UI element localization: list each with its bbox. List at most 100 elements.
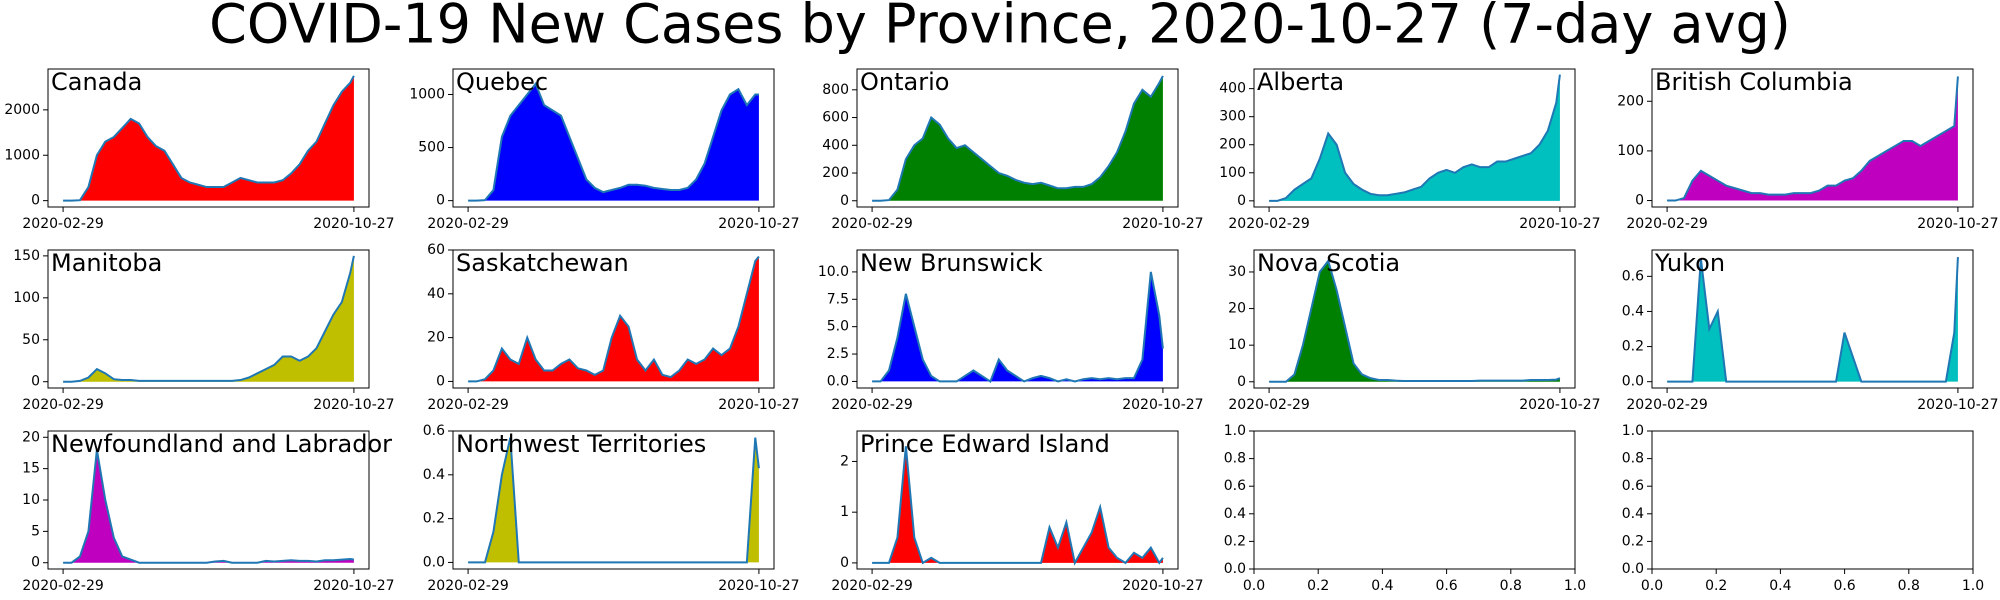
area <box>1269 260 1560 382</box>
x-tick-label: 1.0 <box>1962 578 1984 594</box>
x-tick-label: 0.8 <box>1500 578 1522 594</box>
x-tick-label: 2020-10-27 <box>313 397 394 413</box>
x-tick-label: 0.6 <box>1833 578 1855 594</box>
x-tick-label: 0.0 <box>1641 578 1663 594</box>
y-tick-label: 0 <box>1237 193 1246 209</box>
y-tick-label: 0.0 <box>1622 374 1644 390</box>
axes-frame <box>47 68 370 208</box>
y-tick-label: 500 <box>418 140 445 156</box>
y-tick-label: 7.5 <box>827 291 849 307</box>
y-tick-label: 0.8 <box>1224 451 1246 467</box>
area <box>468 256 759 382</box>
area <box>1269 74 1560 201</box>
line <box>872 446 1164 566</box>
y-tick-label: 0 <box>31 555 40 571</box>
y-tick-label: 200 <box>822 165 849 181</box>
x-tick-label: 0.4 <box>1371 578 1393 594</box>
x-tick-label: 2020-10-27 <box>1122 397 1203 413</box>
y-tick-label: 400 <box>1219 81 1246 97</box>
axes-frame <box>1651 430 1974 570</box>
x-tick-label: 2020-02-29 <box>831 578 912 594</box>
y-tick-label: 0.6 <box>1224 478 1246 494</box>
chart-title: COVID-19 New Cases by Province, 2020-10-… <box>209 0 1791 56</box>
axes-frame <box>452 249 775 389</box>
area <box>63 255 354 382</box>
x-tick-label: 2020-02-29 <box>1626 216 1707 232</box>
x-tick-label: 2020-10-27 <box>313 216 394 232</box>
y-tick-label: 0 <box>436 193 445 209</box>
line <box>1269 258 1561 383</box>
y-tick-label: 400 <box>822 137 849 153</box>
axes-frame <box>1651 68 1974 208</box>
line <box>63 449 355 564</box>
area <box>468 437 759 563</box>
y-tick-label: 0 <box>840 193 849 209</box>
line <box>468 81 759 202</box>
x-tick-label: 0.2 <box>1705 578 1727 594</box>
panel-title: Newfoundland and Labrador <box>51 430 392 458</box>
y-tick-label: 40 <box>427 286 445 302</box>
area <box>1667 76 1958 201</box>
y-tick-label: 1000 <box>409 86 445 102</box>
y-tick-label: 200 <box>1617 93 1644 109</box>
y-tick-label: 0.0 <box>827 373 849 389</box>
x-tick-label: 2020-02-29 <box>1228 397 1309 413</box>
y-tick-label: 2000 <box>4 102 40 118</box>
y-tick-label: 1 <box>840 504 849 520</box>
y-tick-label: 0 <box>31 193 40 209</box>
axes-frame <box>856 249 1179 389</box>
axes-frame <box>856 430 1179 570</box>
y-tick-label: 50 <box>22 332 40 348</box>
y-tick-label: 30 <box>1228 264 1246 280</box>
y-tick-label: 0 <box>1635 193 1644 209</box>
panel-title: Manitoba <box>51 249 162 277</box>
x-tick-label: 2020-10-27 <box>1519 397 1600 413</box>
panel-title: Alberta <box>1257 68 1344 96</box>
y-tick-label: 0 <box>31 374 40 390</box>
y-tick-label: 0.6 <box>1622 478 1644 494</box>
y-tick-label: 10 <box>1228 337 1246 353</box>
axes-frame <box>452 430 775 570</box>
y-tick-label: 0.0 <box>1622 561 1644 577</box>
axes-frame <box>1253 430 1576 570</box>
area <box>63 75 354 201</box>
x-tick-label: 2020-10-27 <box>718 397 799 413</box>
x-tick-label: 2020-02-29 <box>22 216 103 232</box>
axes-frame <box>856 68 1179 208</box>
line <box>1269 74 1561 202</box>
panel-title: Ontario <box>860 68 949 96</box>
panel-title: Yukon <box>1654 249 1725 277</box>
y-tick-label: 10.0 <box>818 264 849 280</box>
x-tick-label: 2020-10-27 <box>718 216 799 232</box>
panel-title: Saskatchewan <box>456 249 629 277</box>
y-tick-label: 5.0 <box>827 319 849 335</box>
area <box>872 75 1163 201</box>
area <box>63 449 354 563</box>
panel-title: Prince Edward Island <box>860 430 1110 458</box>
y-tick-label: 0.2 <box>1622 339 1644 355</box>
y-tick-label: 10 <box>22 492 40 508</box>
line <box>63 75 355 202</box>
panel-title: Nova Scotia <box>1257 249 1400 277</box>
y-tick-label: 100 <box>1219 165 1246 181</box>
y-tick-label: 150 <box>13 248 40 264</box>
y-tick-label: 0.6 <box>1622 268 1644 284</box>
y-tick-label: 100 <box>1617 143 1644 159</box>
axes-frame <box>47 249 370 389</box>
panel-title: British Columbia <box>1655 68 1853 96</box>
x-tick-label: 0.8 <box>1898 578 1920 594</box>
x-tick-label: 2020-10-27 <box>1122 216 1203 232</box>
panel-title: Canada <box>51 68 142 96</box>
y-tick-label: 0.2 <box>1224 533 1246 549</box>
x-tick-label: 0.0 <box>1243 578 1265 594</box>
axes-frame <box>1651 249 1974 389</box>
y-tick-label: 0.2 <box>1622 533 1644 549</box>
x-tick-label: 2020-02-29 <box>1626 397 1707 413</box>
x-tick-label: 2020-10-27 <box>718 578 799 594</box>
y-tick-label: 0.0 <box>423 554 445 570</box>
x-tick-label: 2020-02-29 <box>831 397 912 413</box>
x-tick-label: 2020-10-27 <box>1917 397 1998 413</box>
area <box>872 446 1163 563</box>
axes-frame <box>1253 249 1576 389</box>
